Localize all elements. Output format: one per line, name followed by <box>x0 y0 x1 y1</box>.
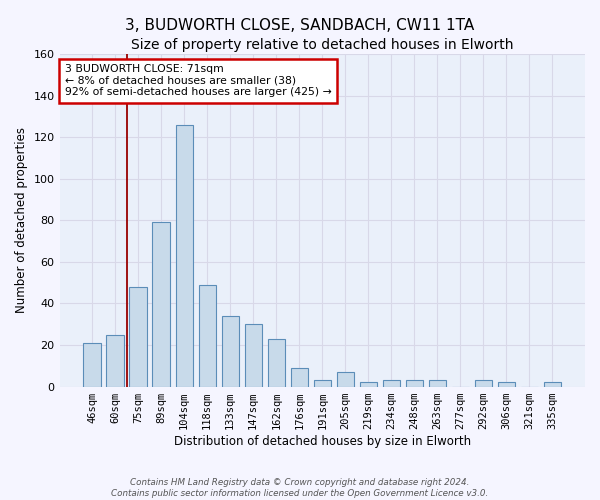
Bar <box>337 372 354 386</box>
Bar <box>314 380 331 386</box>
Bar <box>152 222 170 386</box>
Bar <box>475 380 492 386</box>
Bar <box>245 324 262 386</box>
Bar <box>429 380 446 386</box>
Text: 3, BUDWORTH CLOSE, SANDBACH, CW11 1TA: 3, BUDWORTH CLOSE, SANDBACH, CW11 1TA <box>125 18 475 32</box>
Bar <box>106 334 124 386</box>
X-axis label: Distribution of detached houses by size in Elworth: Distribution of detached houses by size … <box>174 434 471 448</box>
Bar <box>544 382 561 386</box>
Bar <box>383 380 400 386</box>
Text: 3 BUDWORTH CLOSE: 71sqm
← 8% of detached houses are smaller (38)
92% of semi-det: 3 BUDWORTH CLOSE: 71sqm ← 8% of detached… <box>65 64 332 97</box>
Bar <box>83 343 101 386</box>
Text: Contains HM Land Registry data © Crown copyright and database right 2024.
Contai: Contains HM Land Registry data © Crown c… <box>112 478 488 498</box>
Bar <box>498 382 515 386</box>
Bar <box>268 339 285 386</box>
Title: Size of property relative to detached houses in Elworth: Size of property relative to detached ho… <box>131 38 514 52</box>
Bar <box>290 368 308 386</box>
Bar <box>221 316 239 386</box>
Bar <box>176 124 193 386</box>
Bar <box>199 284 216 386</box>
Bar <box>359 382 377 386</box>
Bar <box>406 380 423 386</box>
Y-axis label: Number of detached properties: Number of detached properties <box>15 128 28 314</box>
Bar <box>130 287 147 386</box>
